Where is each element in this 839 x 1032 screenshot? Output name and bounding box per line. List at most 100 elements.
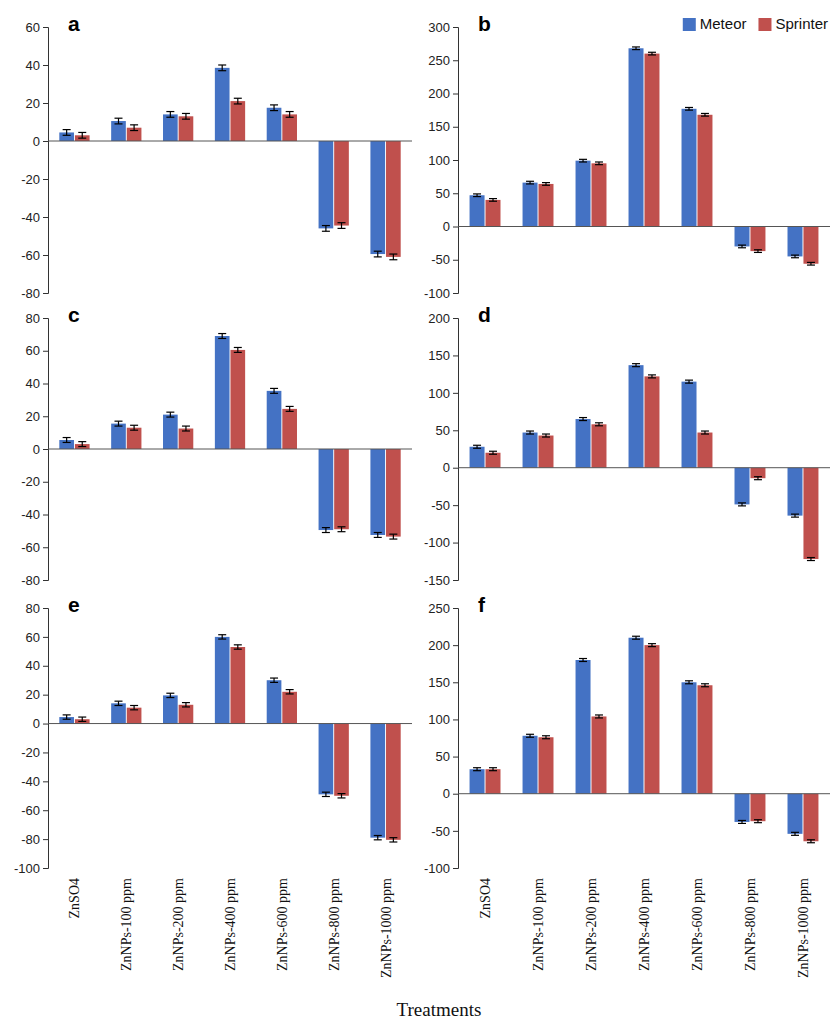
y-tick-label: -100 [424, 861, 450, 876]
bar [111, 121, 126, 141]
error-cap [130, 709, 138, 710]
bar [788, 227, 803, 257]
error-bar [579, 159, 587, 162]
error-cap [473, 445, 481, 446]
bar [750, 468, 765, 478]
y-tick-mark [43, 666, 48, 667]
error-cap [489, 451, 497, 452]
x-tick-label: ZnNPs-400 ppm [637, 878, 652, 971]
y-tick-label: -50 [431, 252, 450, 267]
error-cap [685, 680, 693, 681]
y-tick-label: 0 [33, 442, 40, 457]
bar [319, 141, 334, 228]
y-tick-mark [43, 515, 48, 516]
y-tick-mark [43, 868, 48, 869]
y-tick: -20 [21, 172, 48, 187]
y-tick: -100 [424, 535, 458, 550]
error-bar [685, 380, 693, 383]
error-cap [78, 132, 86, 133]
y-tick-label: -20 [21, 474, 40, 489]
error-cap [685, 107, 693, 108]
x-tick-label: ZnNPs-200 ppm [171, 878, 186, 971]
error-cap [791, 517, 799, 518]
error-cap [595, 714, 603, 715]
y-tick: -60 [21, 248, 48, 263]
y-tick: -80 [21, 573, 48, 588]
error-cap [218, 64, 226, 65]
error-bar [130, 425, 138, 430]
y-axis-line [43, 319, 49, 581]
bar [334, 724, 349, 796]
y-tick-mark [453, 27, 458, 28]
bar [697, 685, 712, 793]
bar [576, 161, 591, 227]
y-tick-label: 40 [26, 376, 40, 391]
error-cap [807, 560, 815, 561]
y-axis: -80-60-40-200204060 [21, 20, 48, 301]
x-tick-label: ZnNPs-600 ppm [690, 878, 705, 971]
y-axis: -100-50050100150200250300 [424, 20, 459, 301]
y-tick: -100 [14, 861, 48, 876]
y-tick-mark [43, 810, 48, 811]
error-cap [182, 119, 190, 120]
error-cap [182, 113, 190, 114]
y-tick: 40 [26, 376, 48, 391]
bar [282, 692, 297, 724]
legend-item: Sprinter [758, 15, 828, 32]
y-tick-label: 100 [428, 153, 450, 168]
error-stem [185, 426, 186, 431]
error-cap [489, 770, 497, 771]
y-tick-label: 100 [428, 386, 450, 401]
error-cap [526, 183, 534, 184]
error-bar [166, 412, 174, 417]
bar [230, 647, 245, 724]
y-tick-label: -80 [21, 832, 40, 847]
error-bar [526, 734, 534, 737]
error-stem [82, 132, 83, 138]
error-cap [579, 159, 587, 160]
error-bar [218, 334, 226, 339]
bar [267, 680, 282, 723]
error-cap [389, 534, 397, 535]
error-cap [473, 193, 481, 194]
error-stem [273, 105, 274, 111]
y-tick-mark [43, 752, 48, 753]
bar [215, 637, 230, 724]
error-stem [222, 334, 223, 339]
y-tick: -150 [424, 573, 458, 588]
error-stem [377, 836, 378, 840]
error-cap [374, 839, 382, 840]
series [59, 65, 385, 257]
bar [523, 736, 538, 794]
error-cap [63, 135, 71, 136]
y-tick: 300 [428, 20, 458, 35]
y-tick: 40 [26, 58, 48, 73]
error-stem [393, 838, 394, 842]
series [75, 98, 401, 260]
error-bar [234, 645, 242, 649]
error-bar [648, 375, 656, 378]
error-cap [754, 479, 762, 480]
bar [282, 409, 297, 449]
error-cap [182, 425, 190, 426]
y-tick-label: -60 [21, 248, 40, 263]
error-cap [114, 421, 122, 422]
error-cap [526, 734, 534, 735]
error-cap [322, 532, 330, 533]
bar [682, 382, 697, 468]
series [470, 364, 803, 517]
series [75, 645, 401, 842]
error-bar [685, 681, 693, 684]
error-bar [791, 832, 799, 835]
y-tick-label: 200 [428, 638, 450, 653]
y-tick-mark [43, 580, 48, 581]
y-tick-mark [453, 430, 458, 431]
error-cap [114, 123, 122, 124]
y-tick: -100 [424, 286, 458, 301]
error-cap [542, 738, 550, 739]
y-tick-label: 80 [26, 311, 40, 326]
error-cap [648, 52, 656, 53]
error-bar [754, 820, 762, 823]
bar [127, 428, 142, 449]
y-tick-label: 0 [443, 786, 450, 801]
